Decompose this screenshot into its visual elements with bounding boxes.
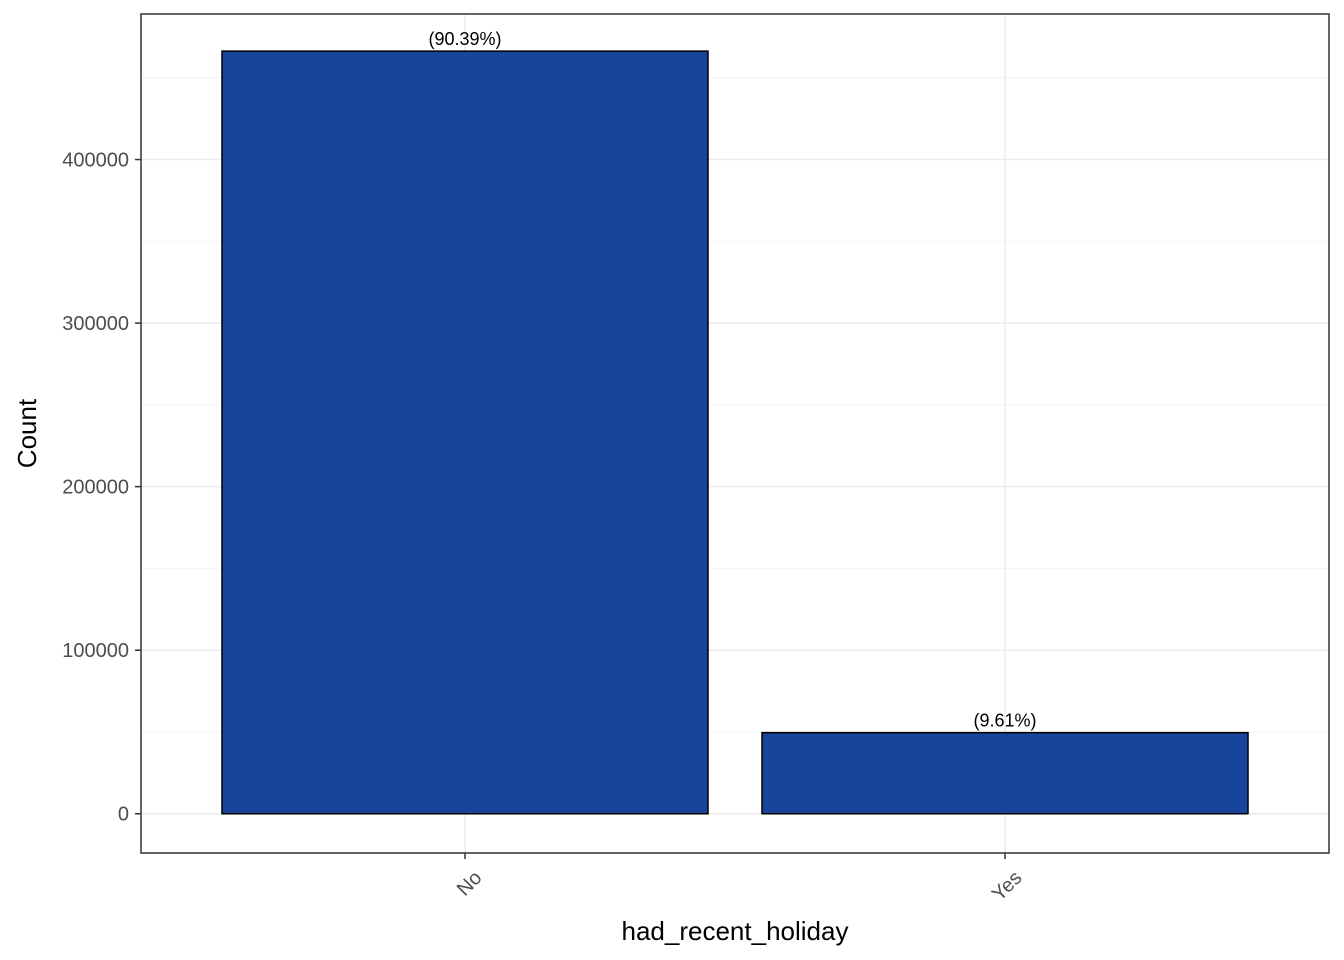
x-tick-label-yes: Yes <box>988 867 1027 906</box>
y-tick-label: 200000 <box>62 477 129 499</box>
bar-no <box>221 50 709 815</box>
panel-border <box>140 13 1330 854</box>
y-axis-ticks: 0 100000 200000 300000 400000 <box>62 150 141 826</box>
y-tick-label: 400000 <box>62 150 129 172</box>
y-tick-label: 0 <box>118 804 129 826</box>
data-labels: (90.39%) (9.61%) <box>428 29 1036 731</box>
y-axis-title: Count <box>12 398 42 468</box>
x-axis-ticks: No Yes <box>453 853 1027 906</box>
bar-yes <box>761 731 1249 815</box>
x-axis-title: had_recent_holiday <box>622 916 849 946</box>
data-label-no: (90.39%) <box>428 29 501 49</box>
y-tick-label: 100000 <box>62 640 129 662</box>
bars <box>221 50 1249 815</box>
x-tick-label-no: No <box>453 867 487 901</box>
data-label-yes: (9.61%) <box>973 711 1036 731</box>
y-tick-label: 300000 <box>62 313 129 335</box>
